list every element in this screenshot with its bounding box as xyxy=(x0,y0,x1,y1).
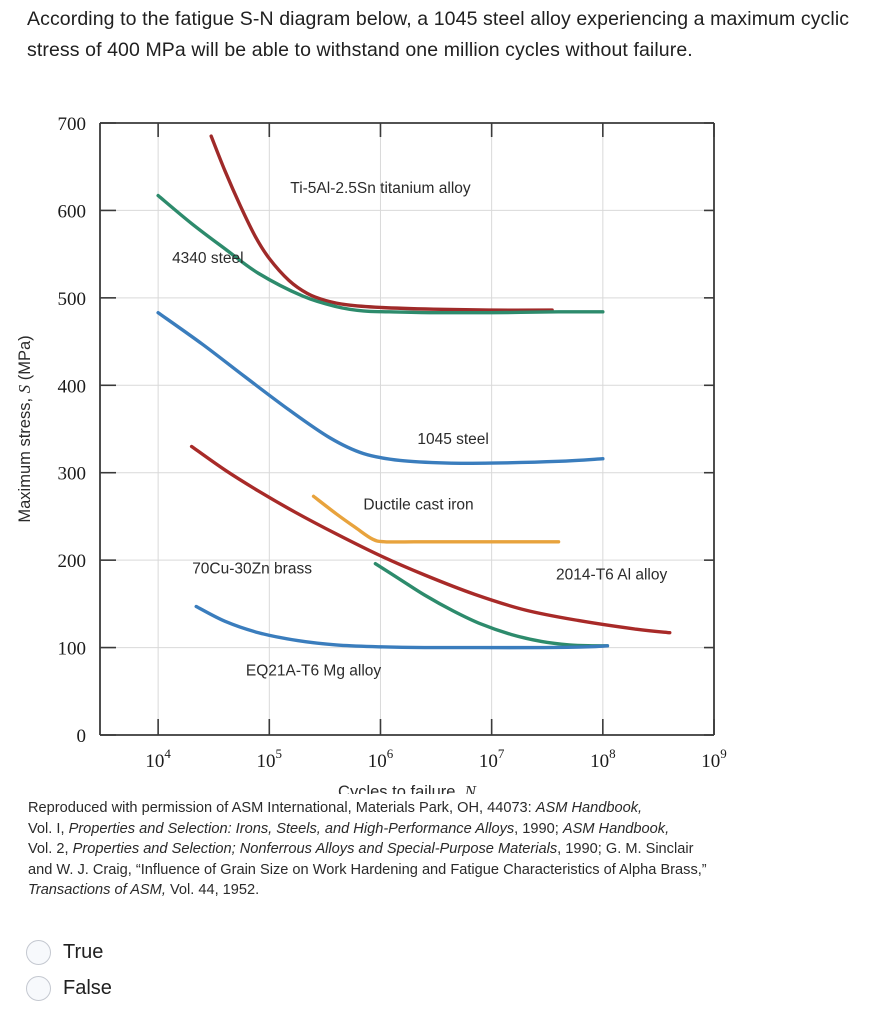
x-tick-label: 104 xyxy=(145,746,171,772)
caption-text: Vol. 44, 1952. xyxy=(165,882,260,898)
series-label-70cu-30zn-brass: 70Cu-30Zn brass xyxy=(192,560,312,577)
caption-text: Reproduced with permission of ASM Intern… xyxy=(28,800,536,816)
curve-1045-steel xyxy=(156,311,605,466)
series-label-1045-steel: 1045 steel xyxy=(417,431,489,448)
chart-ticks xyxy=(100,122,715,736)
sn-diagram-chart: Ti-5Al-2.5Sn titanium alloy 4340 steel 104… xyxy=(0,104,760,794)
curve-eq21a-t6-mg-alloy xyxy=(194,604,610,650)
answer-option-label: False xyxy=(63,977,112,999)
x-tick-label: 109 xyxy=(701,746,727,772)
question-stem: According to the fatigue S-N diagram bel… xyxy=(27,8,850,61)
caption-text: , 1990; G. M. Sinclair xyxy=(557,841,694,857)
chart-axes xyxy=(99,122,715,736)
caption-line-2: Vol. I, Properties and Selection: Irons,… xyxy=(28,821,669,837)
x-tick-label: 105 xyxy=(257,746,283,772)
y-tick-label: 500 xyxy=(58,289,87,310)
y-tick-label: 700 xyxy=(58,114,87,135)
x-tick-label: 107 xyxy=(479,746,505,772)
y-tick-label: 400 xyxy=(58,376,87,397)
radio-button-false[interactable] xyxy=(26,975,51,1001)
caption-line-1: Reproduced with permission of ASM Intern… xyxy=(28,800,642,816)
chart-series-labels: Ti-5Al-2.5Sn titanium alloy 4340 steel 104… xyxy=(172,180,667,680)
caption-italic: ASM Handbook, xyxy=(562,820,670,837)
chart-gridlines xyxy=(100,122,714,735)
caption-italic: Properties and Selection: Irons, Steels,… xyxy=(68,820,515,837)
x-tick-label: 106 xyxy=(368,746,394,772)
figure-caption: Reproduced with permission of ASM Intern… xyxy=(28,798,873,901)
answer-option-true[interactable]: True xyxy=(26,934,426,970)
chart-curves xyxy=(156,134,672,650)
figure-block: Ti-5Al-2.5Sn titanium alloy 4340 steel 104… xyxy=(0,104,885,898)
x-axis-title: Cycles to failure, N xyxy=(338,782,478,794)
curve-4340-steel xyxy=(156,193,605,315)
caption-text: , 1990; xyxy=(514,820,563,837)
caption-italic: Properties and Selection; Nonferrous All… xyxy=(72,841,558,857)
curve-2014-t6-al-alloy xyxy=(189,444,672,635)
y-tick-label: 300 xyxy=(58,464,87,485)
y-tick-label: 200 xyxy=(58,551,87,572)
y-tick-label: 100 xyxy=(58,639,87,660)
caption-italic: Transactions of ASM, xyxy=(28,882,166,898)
caption-text: Vol. I, xyxy=(28,820,69,837)
series-label-ti-5al-2-5sn-titanium-alloy: Ti-5Al-2.5Sn titanium alloy xyxy=(290,180,471,197)
caption-line-5: Transactions of ASM, Vol. 44, 1952. xyxy=(28,882,259,898)
y-axis-title: Maximum stress, S (MPa) xyxy=(15,335,34,522)
radio-button-true[interactable] xyxy=(26,939,51,965)
caption-line-4: and W. J. Craig, “Influence of Grain Siz… xyxy=(28,861,707,878)
series-label-eq21a-t6-mg-alloy: EQ21A-T6 Mg alloy xyxy=(246,663,381,680)
y-tick-label: 600 xyxy=(58,201,87,222)
caption-italic: ASM Handbook, xyxy=(535,800,643,816)
chart-axis-titles: Cycles to failure, N Maximum stress, S (M… xyxy=(15,335,478,794)
series-label-ductile-cast-iron: Ductile cast iron xyxy=(363,496,473,513)
y-tick-label: 0 xyxy=(77,726,87,747)
answer-option-false[interactable]: False xyxy=(26,970,426,1006)
answer-options: True False xyxy=(26,934,426,1006)
series-label-2014-t6-al-alloy: 2014-T6 Al alloy xyxy=(556,566,667,583)
curve-ti-5al-2-5sn-titanium-alloy xyxy=(209,134,554,312)
caption-text: Vol. 2, xyxy=(28,841,73,857)
x-tick-label: 108 xyxy=(590,746,616,772)
curve-ductile-cast-iron xyxy=(311,494,561,544)
series-label-4340-steel: 4340 steel xyxy=(172,250,244,267)
chart-svg: Ti-5Al-2.5Sn titanium alloy 4340 steel 104… xyxy=(15,114,727,794)
answer-option-label: True xyxy=(63,941,104,963)
caption-line-3: Vol. 2, Properties and Selection; Nonfer… xyxy=(28,841,693,857)
